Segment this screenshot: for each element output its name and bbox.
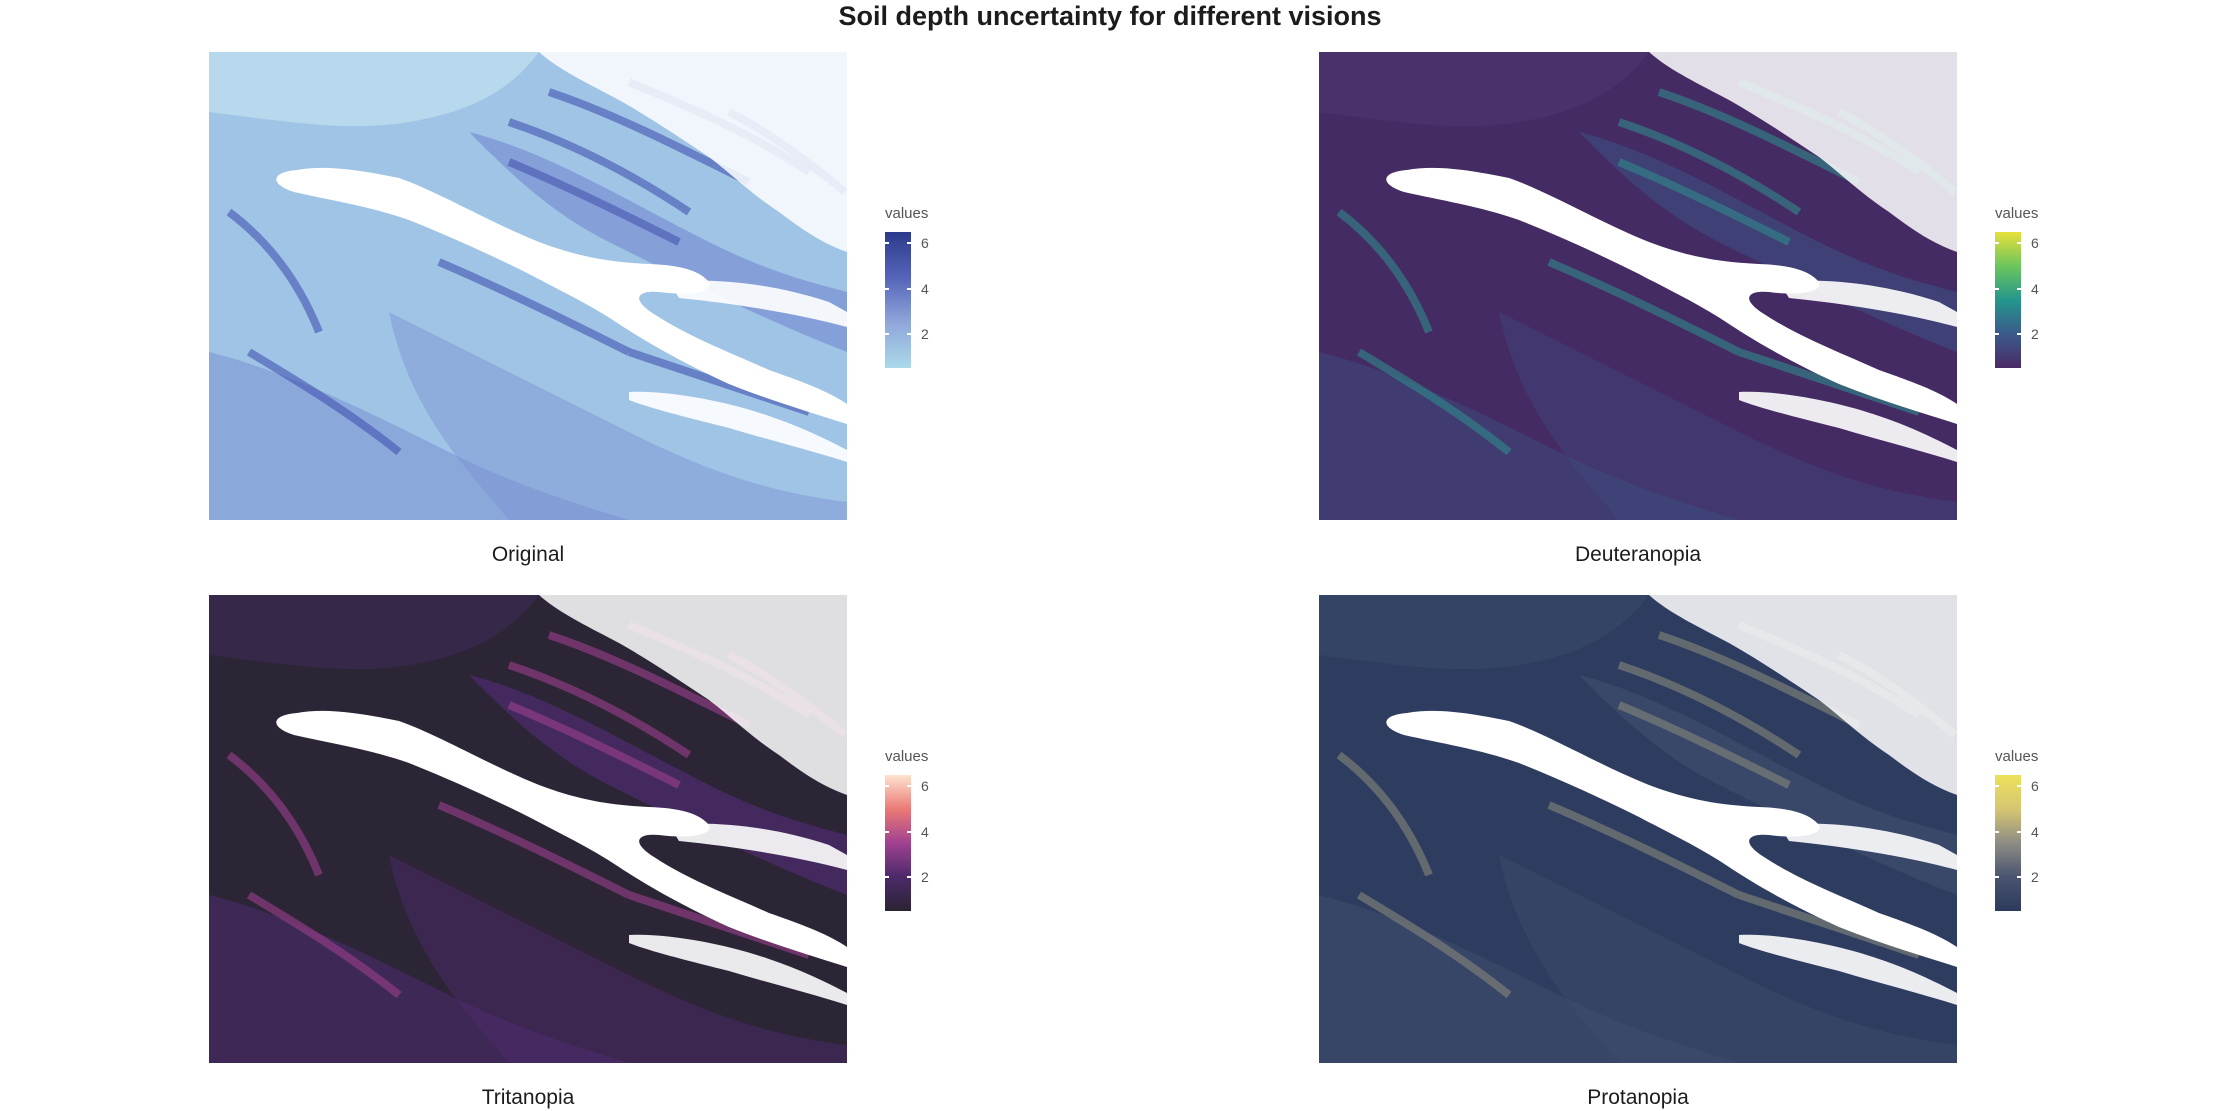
raster-ridge — [507, 158, 681, 246]
legend-tick-label: 6 — [921, 778, 929, 795]
panel-caption: Original — [491, 543, 565, 566]
raster-ridge — [1356, 348, 1512, 456]
legend-tick-label: 2 — [921, 326, 929, 342]
raster-ridge — [547, 88, 751, 186]
raster-ridge — [246, 348, 402, 456]
color-legend: values 2 4 6 — [1995, 205, 2075, 375]
raster-region — [209, 595, 539, 670]
nodata-region — [1649, 595, 1957, 795]
raster-ridge — [226, 751, 323, 877]
raster-ridge — [1336, 208, 1433, 334]
raster-ridge — [1617, 118, 1802, 216]
legend-title: values — [1995, 205, 2039, 222]
color-legend: values 2 4 6 — [885, 748, 965, 918]
legend-tick-label: 4 — [2031, 280, 2039, 297]
raster-ridge — [1617, 158, 1791, 246]
lake-nodata — [1386, 167, 1957, 424]
lake-nodata — [629, 391, 847, 462]
lake-nodata — [276, 167, 847, 424]
lake-nodata — [629, 934, 847, 1005]
lake-nodata — [1779, 823, 1957, 870]
legend-tick-label: 2 — [2031, 326, 2039, 342]
raster-ridge — [1547, 258, 1741, 356]
raster-region — [1319, 595, 1649, 670]
nodata-region — [539, 52, 847, 252]
legend-colorbar — [1995, 232, 2021, 368]
raster-ridge — [1617, 661, 1802, 759]
raster-map — [1319, 595, 1957, 1063]
raster-ridge — [547, 631, 751, 729]
raster-ridge — [437, 801, 631, 899]
raster-map — [1319, 52, 1957, 520]
legend-title: values — [885, 748, 929, 765]
nodata-region — [1649, 52, 1957, 252]
legend-tick-label: 6 — [921, 235, 929, 252]
lake-nodata — [1739, 391, 1957, 462]
raster-region — [389, 312, 847, 520]
raster-ridge — [1336, 751, 1433, 877]
raster-ridge — [1657, 631, 1861, 729]
legend-colorbar — [885, 232, 911, 368]
lake-nodata — [1386, 710, 1957, 967]
legend-tick-label: 6 — [2031, 235, 2039, 252]
raster-region — [209, 52, 539, 127]
nodata-region — [539, 595, 847, 795]
panel-caption: Deuteranopia — [1574, 543, 1702, 566]
raster-region — [1319, 52, 1649, 127]
panel-tritanopia: values 2 4 6 Tritanopia — [0, 543, 1110, 1109]
color-legend: values 2 4 6 — [885, 205, 965, 375]
panel-protanopia: values 2 4 6 Protanopia — [1110, 543, 2220, 1109]
raster-ridge — [1356, 891, 1512, 999]
raster-region — [1499, 855, 1957, 1063]
raster-ridge — [1617, 701, 1791, 789]
chart-title: Soil depth uncertainty for different vis… — [838, 1, 1382, 31]
legend-colorbar — [1995, 775, 2021, 911]
raster-ridge — [1657, 88, 1861, 186]
raster-ridge — [1547, 801, 1741, 899]
raster-ridge — [437, 258, 631, 356]
legend-tick-label: 6 — [2031, 778, 2039, 795]
lake-nodata — [669, 280, 847, 327]
color-legend: values 2 4 6 — [1995, 748, 2075, 918]
legend-tick-label: 2 — [2031, 869, 2039, 885]
legend-title: values — [885, 205, 929, 222]
panel-caption: Tritanopia — [481, 1086, 575, 1109]
lake-nodata — [669, 823, 847, 870]
legend-tick-label: 4 — [2031, 823, 2039, 840]
raster-map — [209, 595, 847, 1063]
raster-map — [209, 52, 847, 520]
legend-colorbar — [885, 775, 911, 911]
raster-ridge — [507, 661, 692, 759]
panel-caption: Protanopia — [1587, 1086, 1689, 1109]
raster-region — [1499, 312, 1957, 520]
lake-nodata — [1779, 280, 1957, 327]
raster-region — [389, 855, 847, 1063]
legend-tick-label: 4 — [921, 280, 929, 297]
raster-ridge — [507, 701, 681, 789]
legend-tick-label: 2 — [921, 869, 929, 885]
panel-original: values 2 4 6 Original — [0, 0, 1110, 566]
legend-title: values — [1995, 748, 2039, 765]
legend-tick-label: 4 — [921, 823, 929, 840]
lake-nodata — [1739, 934, 1957, 1005]
lake-nodata — [276, 710, 847, 967]
raster-ridge — [246, 891, 402, 999]
raster-ridge — [507, 118, 692, 216]
raster-ridge — [226, 208, 323, 334]
panel-deuteranopia: values 2 4 6 Deuteranopia — [1110, 0, 2220, 566]
